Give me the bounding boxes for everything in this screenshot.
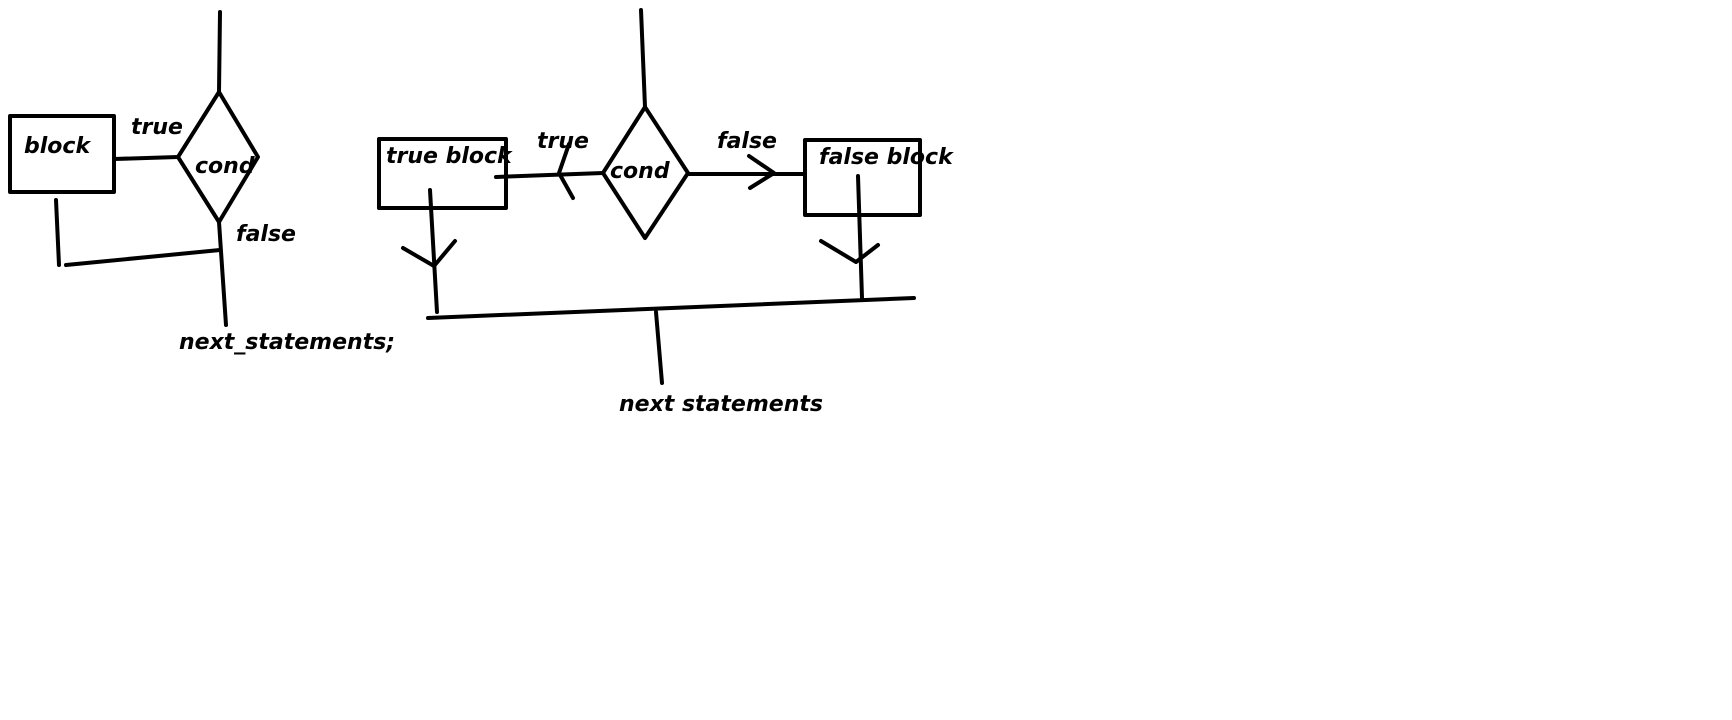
- if-block-down-line: [54, 198, 61, 267]
- if-else-false-label: false: [717, 129, 777, 154]
- true-block-label: true block: [386, 144, 513, 169]
- true-branch-line: [494, 171, 605, 179]
- if-block-label: block: [24, 134, 91, 159]
- false-block-box: [803, 138, 922, 217]
- if-else-exit-line: [654, 310, 664, 385]
- false-block-down-arrowhead: [819, 239, 880, 264]
- if-else-entry-line: [639, 8, 647, 109]
- if-merge-line: [64, 248, 222, 267]
- false-branch-arrowhead: [747, 154, 776, 190]
- if-else-cond-label: cond: [610, 159, 670, 184]
- false-block-down-line: [856, 174, 864, 300]
- if-true-connector: [112, 155, 180, 161]
- if-false-label: false: [236, 222, 296, 247]
- if-block-box: [8, 114, 116, 194]
- if-else-next-statements-label: next statements: [619, 392, 823, 417]
- if-entry-line: [217, 10, 222, 94]
- if-else-flowchart: true block false block cond true false n…: [377, 8, 954, 417]
- if-else-merge-line: [426, 296, 916, 320]
- true-block-box: [377, 137, 508, 210]
- if-flowchart: block cond true false next_statements;: [8, 10, 395, 355]
- true-block-down-line: [428, 188, 439, 314]
- false-block-label: false block: [819, 145, 954, 170]
- true-branch-arrowhead: [557, 142, 575, 200]
- if-else-true-label: true: [537, 129, 589, 154]
- true-block-down-arrowhead: [401, 239, 457, 268]
- if-next-statements-label: next_statements;: [179, 330, 395, 355]
- if-cond-label: cond: [195, 154, 255, 179]
- if-true-label: true: [131, 115, 183, 140]
- if-false-down-line: [217, 220, 228, 327]
- if-else-cond-diamond: [601, 105, 690, 240]
